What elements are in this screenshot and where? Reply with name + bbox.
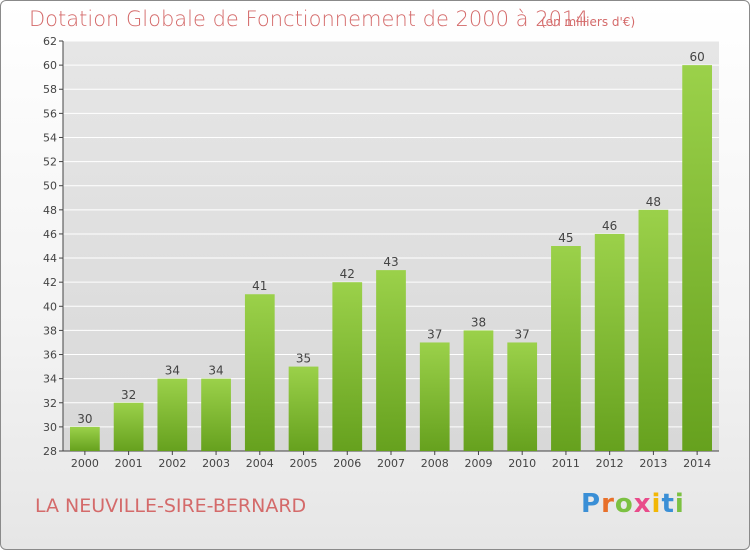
y-tick-label: 34 [43,373,57,386]
x-tick-label: 2002 [158,457,186,470]
data-label-2006: 42 [340,267,355,281]
bar-2008 [419,342,450,451]
x-tick-label: 2006 [333,457,361,470]
bar-2012 [594,233,625,451]
bar-2004 [244,294,275,451]
y-tick-label: 50 [43,180,57,193]
bar-2010 [507,342,538,451]
data-label-2013: 48 [646,195,661,209]
data-label-2007: 43 [383,255,398,269]
bar-2002 [157,378,188,451]
data-label-2000: 30 [77,412,92,426]
y-tick-label: 46 [43,228,57,241]
data-label-2004: 41 [252,279,267,293]
logo-letter: r [601,489,615,519]
y-tick-label: 42 [43,276,57,289]
y-tick-label: 30 [43,421,57,434]
bar-2013 [638,209,669,451]
y-tick-label: 32 [43,397,57,410]
chart-unit-note: (en milliers d'€) [541,15,636,29]
data-label-2008: 37 [427,327,442,341]
y-tick-label: 60 [43,59,57,72]
y-tick-label: 28 [43,445,57,458]
data-label-2002: 34 [165,364,180,378]
commune-name: LA NEUVILLE-SIRE-BERNARD [35,495,307,517]
data-label-2003: 34 [208,364,223,378]
y-tick-label: 44 [43,252,57,265]
data-label-2012: 46 [602,219,617,233]
logo-letter: t [661,489,675,519]
y-tick-label: 40 [43,300,57,313]
bar-2005 [288,366,319,451]
y-tick-label: 54 [43,131,57,144]
logo-letter: i [651,489,662,519]
y-tick-label: 62 [43,35,57,48]
bar-2000 [69,426,100,451]
logo-letter: P [581,489,602,519]
x-tick-label: 2013 [639,457,667,470]
data-label-2014: 60 [689,50,704,64]
bar-2007 [376,270,406,451]
y-tick-label: 52 [43,156,57,169]
x-tick-label: 2014 [683,457,711,470]
x-tick-label: 2007 [377,457,405,470]
x-tick-label: 2012 [596,457,624,470]
bar-2014 [682,65,713,451]
chart-title: Dotation Globale de Fonctionnement de 20… [29,7,589,31]
data-label-2010: 37 [515,327,530,341]
bar-2001 [113,402,144,451]
x-tick-label: 2005 [290,457,318,470]
x-tick-label: 2009 [464,457,492,470]
bar-2011 [551,246,581,451]
y-tick-label: 38 [43,324,57,337]
data-label-2011: 45 [558,231,573,245]
x-tick-label: 2003 [202,457,230,470]
data-label-2001: 32 [121,388,136,402]
data-label-2005: 35 [296,352,311,366]
x-tick-label: 2000 [71,457,99,470]
logo-letter: o [614,489,634,519]
x-tick-label: 2011 [552,457,580,470]
x-tick-label: 2004 [246,457,274,470]
y-tick-label: 56 [43,107,57,120]
proxiti-logo: Proxiti [581,489,685,519]
data-label-2009: 38 [471,315,486,329]
y-tick-label: 58 [43,83,57,96]
logo-letter: x [633,489,652,519]
bar-2006 [332,282,363,451]
y-tick-label: 48 [43,204,57,217]
x-tick-label: 2001 [115,457,143,470]
logo-letter: i [674,489,685,519]
bar-2003 [201,378,231,451]
y-tick-label: 36 [43,349,57,362]
x-tick-label: 2010 [508,457,536,470]
bar-2009 [463,330,494,451]
x-tick-label: 2008 [421,457,449,470]
